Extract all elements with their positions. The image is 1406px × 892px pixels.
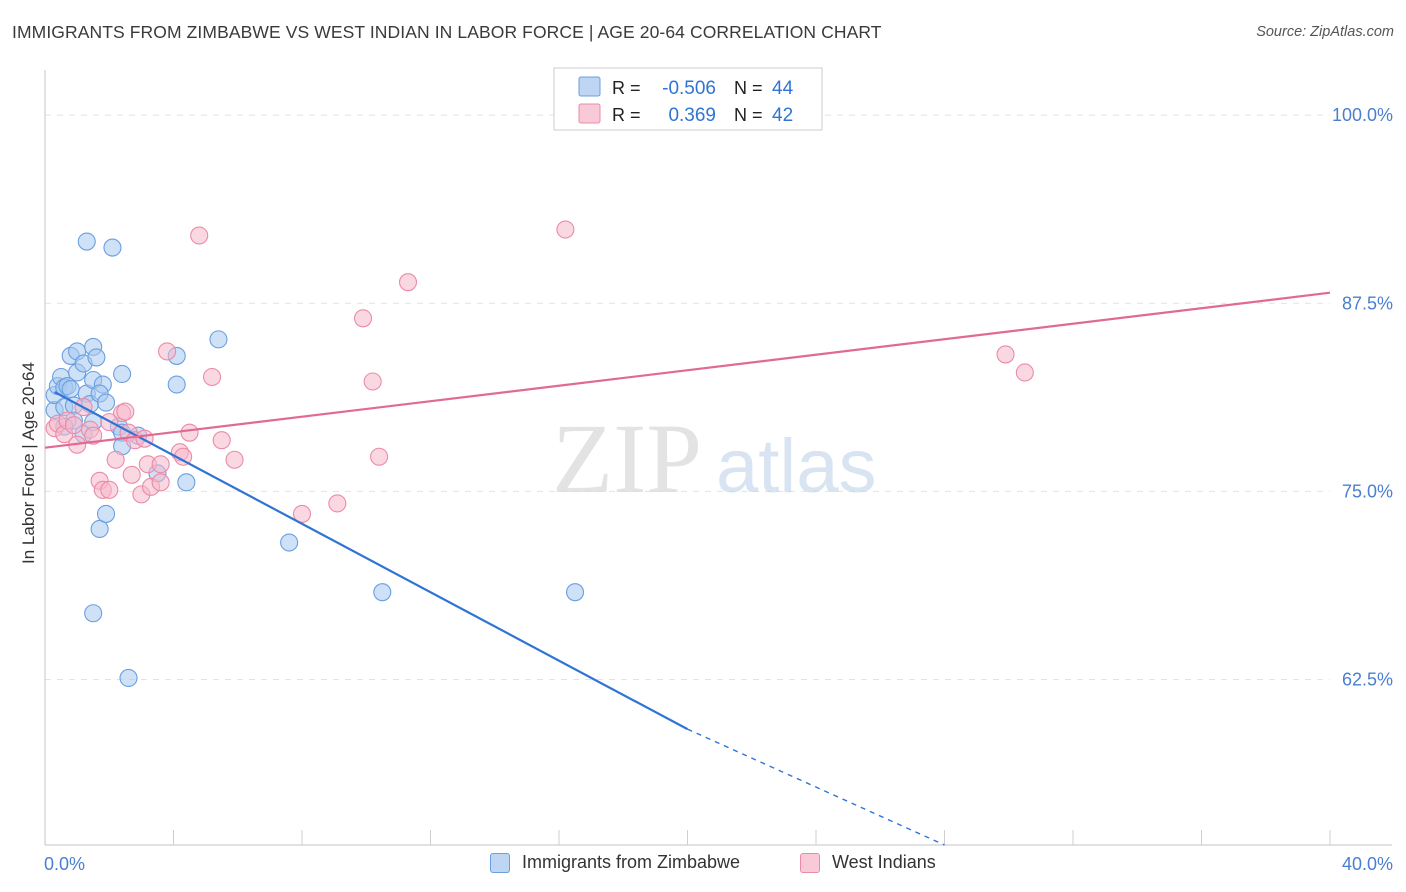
y-tick-labels: 62.5% 75.0% 87.5% 100.0% — [1332, 105, 1393, 689]
point-zimbabwe-33 — [77, 232, 96, 251]
legend-swatch-pink — [578, 103, 601, 124]
trendline-westindian — [44, 291, 1331, 449]
point-westindian-8 — [84, 426, 103, 445]
point-zimbabwe-43 — [119, 668, 138, 688]
axes — [44, 70, 1392, 846]
legend-r-label-1: R = — [612, 78, 641, 98]
legend-n-value-1: 44 — [772, 78, 794, 99]
point-westindian-31 — [225, 450, 244, 469]
point-westindian-29 — [203, 367, 222, 387]
y-axis-label: In Labor Force | Age 20-64 — [19, 362, 38, 564]
point-westindian-27 — [180, 423, 199, 442]
watermark-atlas: atlas — [716, 424, 877, 509]
legend-swatch-zimbabwe — [490, 852, 510, 873]
point-zimbabwe-19 — [87, 348, 106, 367]
point-westindian-22 — [151, 455, 170, 474]
gridlines — [45, 114, 1330, 680]
x-tick-labels: 0.0% 40.0% — [44, 854, 1393, 874]
legend-n-label-2: N = — [734, 105, 763, 125]
point-westindian-34 — [353, 309, 373, 328]
trendlines — [44, 291, 1331, 846]
legend-n-value-2: 42 — [772, 105, 793, 126]
point-westindian-39 — [996, 345, 1015, 364]
point-zimbabwe-37 — [209, 330, 228, 349]
legend-r-label-2: R = — [612, 105, 641, 125]
point-zimbabwe-42 — [566, 583, 585, 602]
point-westindian-16 — [122, 465, 141, 484]
x-tick-label-0: 0.0% — [44, 854, 85, 874]
stats-legend: R = -0.506 N = 44 R = 0.369 N = 42 — [553, 67, 823, 131]
point-zimbabwe-27 — [113, 364, 132, 384]
watermark-zip: ZIP — [552, 403, 702, 514]
point-westindian-38 — [556, 220, 575, 239]
x-tick-label-1: 40.0% — [1342, 854, 1393, 874]
y-tick-label-3: 100.0% — [1332, 105, 1393, 125]
data-points — [45, 220, 1034, 688]
point-zimbabwe-41 — [373, 583, 392, 602]
point-zimbabwe-30 — [90, 519, 109, 539]
point-zimbabwe-34 — [103, 238, 122, 257]
chart-title: IMMIGRANTS FROM ZIMBABWE VS WEST INDIAN … — [12, 22, 882, 42]
legend-item-westindian: West Indians — [800, 852, 936, 873]
trendline-zimbabwe-extension — [687, 728, 945, 846]
legend-label-westindian: West Indians — [832, 852, 936, 872]
legend-item-zimbabwe: Immigrants from Zimbabwe — [490, 852, 740, 873]
legend-label-zimbabwe: Immigrants from Zimbabwe — [522, 852, 741, 872]
legend-swatch-westindian — [800, 852, 820, 873]
point-zimbabwe-32 — [84, 604, 103, 623]
point-westindian-19 — [135, 429, 154, 448]
point-westindian-24 — [158, 342, 177, 361]
legend-swatch-blue — [578, 76, 601, 97]
point-zimbabwe-24 — [96, 393, 116, 412]
point-westindian-30 — [212, 431, 231, 450]
series-legend: Immigrants from Zimbabwe West Indians — [0, 852, 1406, 878]
point-zimbabwe-40 — [280, 533, 299, 552]
point-westindian-23 — [151, 473, 170, 492]
trendline-zimbabwe — [54, 391, 689, 731]
point-westindian-32 — [292, 504, 312, 523]
point-westindian-4 — [64, 416, 83, 435]
point-zimbabwe-35 — [167, 375, 186, 394]
legend-r-value-2: 0.369 — [668, 105, 716, 126]
y-tick-label-2: 87.5% — [1342, 293, 1393, 313]
point-westindian-37 — [398, 273, 418, 292]
chart-source: Source: ZipAtlas.com — [1256, 24, 1394, 40]
point-westindian-40 — [1015, 363, 1034, 382]
point-westindian-12 — [106, 450, 125, 469]
point-westindian-28 — [190, 226, 209, 245]
legend-r-value-1: -0.506 — [662, 78, 716, 99]
point-westindian-36 — [370, 447, 389, 466]
point-zimbabwe-8 — [61, 379, 80, 399]
y-tick-label-0: 62.5% — [1342, 669, 1393, 689]
watermark: ZIP atlas — [552, 403, 877, 514]
point-zimbabwe-38 — [177, 473, 196, 492]
point-westindian-33 — [328, 494, 347, 513]
legend-n-label-1: N = — [734, 78, 763, 98]
point-zimbabwe-31 — [96, 504, 116, 523]
point-westindian-35 — [363, 372, 382, 391]
y-tick-label-1: 75.0% — [1342, 481, 1393, 501]
point-westindian-14 — [116, 402, 135, 421]
point-westindian-11 — [100, 480, 119, 499]
